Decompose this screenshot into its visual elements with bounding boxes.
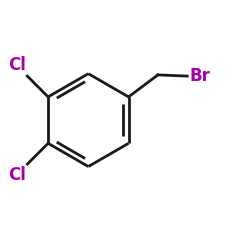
Text: Cl: Cl (8, 166, 26, 184)
Text: Cl: Cl (8, 56, 26, 74)
Text: Br: Br (189, 67, 210, 85)
